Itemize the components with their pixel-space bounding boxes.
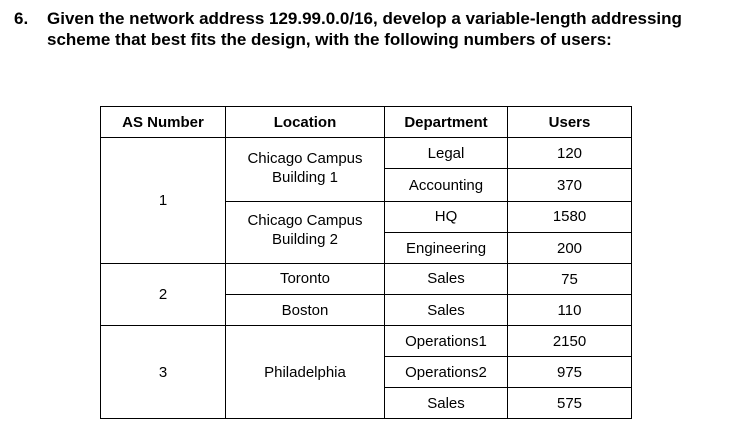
- question-text: Given the network address 129.99.0.0/16,…: [47, 9, 682, 49]
- users-cell: 975: [556, 363, 583, 381]
- location-cell: Toronto: [279, 269, 331, 287]
- table-border-left: [100, 106, 101, 419]
- group-divider: [100, 263, 632, 264]
- row-divider: [384, 387, 632, 388]
- header-divider: [100, 137, 632, 138]
- location-line: Chicago Campus: [247, 150, 363, 167]
- row-divider: [384, 168, 632, 169]
- users-cell: 370: [556, 176, 583, 194]
- row-divider: [384, 232, 632, 233]
- users-cell: 120: [556, 144, 583, 162]
- users-cell: 110: [557, 301, 582, 319]
- location-cell: Philadelphia: [264, 363, 346, 381]
- users-cell: 1580: [552, 207, 587, 225]
- as-number-cell: 2: [158, 286, 168, 303]
- department-cell: Sales: [427, 394, 465, 412]
- row-divider: [384, 356, 632, 357]
- department-cell: Engineering: [405, 239, 487, 257]
- location-line: Chicago Campus: [247, 212, 363, 229]
- header-users: Users: [548, 113, 591, 131]
- location-line: Building 1: [272, 169, 338, 186]
- column-divider: [225, 106, 226, 419]
- location-cell: Chicago Campus Building 1: [226, 146, 384, 190]
- department-cell: Sales: [427, 301, 465, 319]
- department-cell: Sales: [427, 269, 465, 287]
- users-cell: 75: [561, 270, 578, 288]
- question-number: 6.: [14, 9, 29, 28]
- as-number-cell: 1: [158, 192, 168, 209]
- users-cell: 2150: [552, 332, 587, 350]
- table-border-bottom: [100, 418, 632, 419]
- department-cell: Accounting: [408, 176, 484, 194]
- header-department: Department: [404, 113, 488, 131]
- department-cell: Operations1: [405, 332, 487, 350]
- location-cell: Chicago Campus Building 2: [226, 208, 384, 252]
- header-location: Location: [273, 113, 337, 131]
- table-border-right: [631, 106, 632, 419]
- users-cell: 575: [556, 394, 583, 412]
- as-number-cell: 3: [158, 363, 168, 381]
- location-line: Building 2: [272, 231, 338, 248]
- group-divider: [100, 325, 632, 326]
- table-border-top: [100, 106, 632, 107]
- department-cell: HQ: [434, 207, 458, 225]
- column-divider: [384, 106, 385, 419]
- location-cell: Boston: [281, 301, 329, 319]
- row-divider: [225, 201, 632, 202]
- row-divider: [225, 294, 632, 295]
- users-cell: 200: [556, 239, 583, 257]
- department-cell: Legal: [427, 144, 465, 162]
- department-cell: Operations2: [405, 363, 487, 381]
- header-as-number: AS Number: [122, 113, 204, 131]
- column-divider: [507, 106, 508, 419]
